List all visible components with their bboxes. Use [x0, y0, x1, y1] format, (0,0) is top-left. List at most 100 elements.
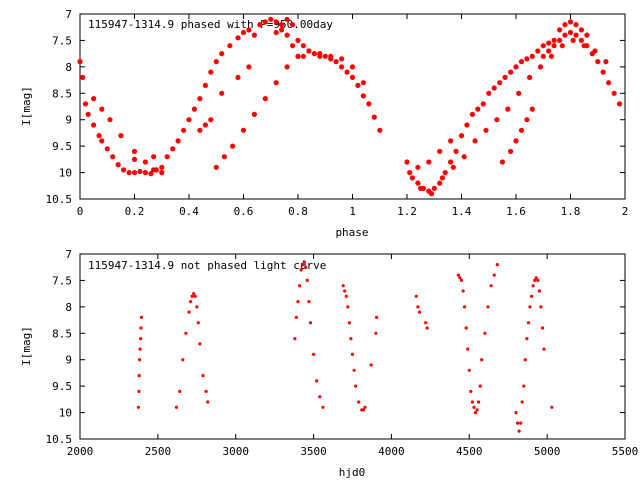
- data-point: [524, 56, 530, 62]
- data-point: [573, 22, 579, 28]
- data-point: [578, 37, 585, 44]
- data-point: [542, 347, 546, 351]
- data-point: [230, 143, 236, 149]
- data-point: [204, 389, 208, 393]
- data-point: [536, 278, 540, 282]
- data-point: [518, 127, 525, 133]
- x-tick-label: 1: [349, 205, 356, 218]
- data-point: [148, 171, 154, 177]
- data-point: [516, 421, 520, 425]
- data-point: [296, 300, 300, 304]
- data-point: [198, 342, 202, 346]
- data-point: [502, 74, 508, 80]
- data-point: [480, 358, 484, 362]
- data-point: [472, 138, 478, 144]
- data-point: [268, 16, 274, 22]
- data-point: [562, 22, 568, 28]
- data-point: [315, 379, 319, 383]
- x-tick-label: 3000: [222, 445, 249, 458]
- x-tick-label: 0: [77, 205, 84, 218]
- data-point: [418, 185, 424, 191]
- data-point: [302, 260, 306, 264]
- data-point: [486, 90, 492, 96]
- data-point: [279, 27, 285, 33]
- data-point: [520, 400, 524, 404]
- y-tick-label: 9: [65, 354, 72, 367]
- data-point: [603, 59, 609, 65]
- y-axis-label: I[mag]: [20, 326, 33, 366]
- data-point: [137, 374, 141, 378]
- data-point: [516, 90, 522, 96]
- data-point: [478, 384, 482, 388]
- data-point: [257, 22, 263, 28]
- data-point: [546, 40, 552, 46]
- data-point: [557, 27, 563, 33]
- data-point: [374, 331, 378, 335]
- data-point: [318, 395, 322, 399]
- x-tick-label: 1.2: [397, 205, 417, 218]
- data-point: [531, 284, 535, 288]
- data-point: [306, 48, 312, 54]
- data-point: [458, 133, 465, 139]
- data-point: [581, 43, 587, 49]
- data-point: [522, 384, 526, 388]
- data-point: [206, 400, 210, 404]
- data-point: [495, 263, 499, 267]
- x-tick-label: 3500: [300, 445, 327, 458]
- data-point: [138, 358, 142, 362]
- data-point: [518, 59, 525, 65]
- data-point: [96, 133, 102, 139]
- data-point: [290, 43, 296, 49]
- data-point: [202, 122, 208, 128]
- data-point: [159, 170, 165, 176]
- data-point: [184, 331, 188, 335]
- data-point: [415, 180, 421, 186]
- data-point: [480, 101, 486, 107]
- data-point: [131, 156, 138, 162]
- data-point: [525, 337, 529, 341]
- data-point: [312, 352, 316, 356]
- data-point: [426, 159, 432, 165]
- data-point: [321, 405, 325, 409]
- data-point: [448, 138, 454, 144]
- data-point: [311, 51, 317, 57]
- data-point: [347, 321, 351, 325]
- data-point: [439, 175, 445, 181]
- data-point: [546, 48, 552, 54]
- data-point: [192, 292, 196, 296]
- data-point: [208, 69, 214, 75]
- data-point: [534, 276, 538, 280]
- data-point: [567, 29, 574, 36]
- data-point: [195, 305, 199, 309]
- data-point: [600, 69, 606, 75]
- data-point: [375, 315, 379, 319]
- data-point: [159, 164, 165, 170]
- data-point: [170, 146, 176, 152]
- y-tick-label: 9.5: [52, 140, 72, 153]
- data-point: [584, 32, 590, 38]
- data-point: [355, 82, 361, 88]
- data-point: [357, 400, 361, 404]
- data-point: [570, 37, 576, 44]
- data-point: [246, 64, 252, 70]
- data-point: [301, 263, 305, 267]
- data-point: [519, 421, 523, 425]
- data-point: [371, 114, 377, 120]
- data-point: [475, 408, 479, 412]
- data-point: [377, 127, 383, 133]
- data-point: [551, 37, 557, 44]
- data-point: [550, 405, 554, 409]
- data-point: [178, 389, 182, 393]
- data-point: [360, 80, 366, 86]
- data-point: [475, 106, 481, 112]
- data-point: [300, 43, 306, 49]
- data-point: [246, 27, 252, 33]
- data-point: [227, 43, 233, 49]
- data-point: [187, 310, 191, 314]
- data-point: [528, 305, 532, 309]
- data-point: [459, 278, 464, 282]
- data-point: [262, 96, 268, 102]
- data-point: [461, 289, 465, 293]
- data-point: [470, 400, 474, 404]
